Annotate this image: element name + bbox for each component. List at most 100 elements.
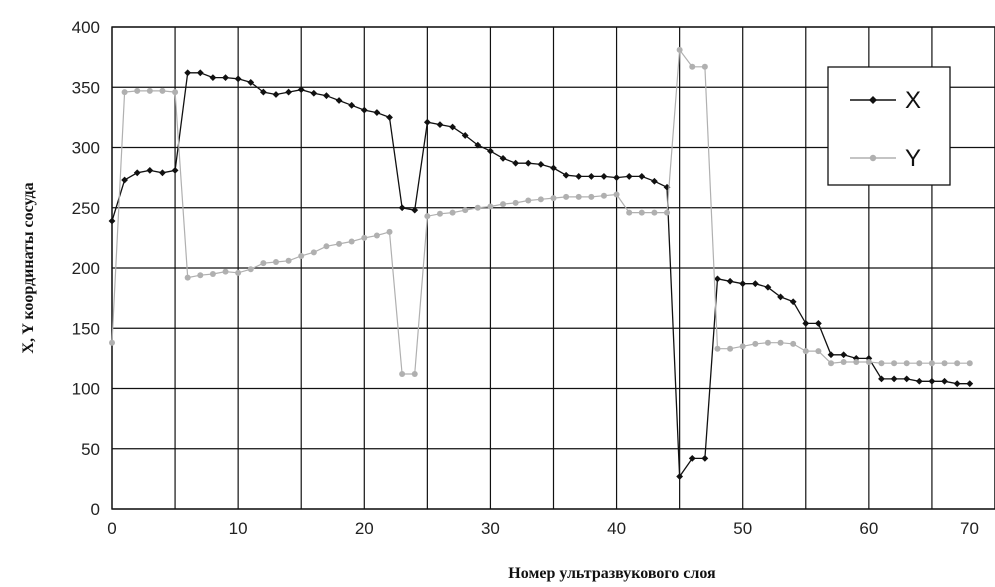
- x-tick-label: 20: [355, 519, 374, 538]
- point-x: [739, 280, 747, 288]
- point-x: [386, 113, 393, 121]
- point-y: [373, 232, 380, 239]
- point-y: [575, 193, 582, 200]
- point-y: [146, 87, 153, 94]
- point-x: [146, 166, 154, 174]
- point-x: [323, 92, 330, 100]
- point-x: [348, 101, 356, 109]
- point-x: [953, 380, 961, 388]
- point-x: [575, 173, 583, 180]
- point-x: [638, 173, 646, 180]
- point-x: [373, 109, 381, 116]
- point-y: [235, 269, 242, 276]
- point-x: [247, 79, 255, 86]
- point-y: [197, 272, 204, 279]
- x-tick-label: 0: [107, 519, 116, 538]
- point-y: [701, 63, 708, 70]
- point-y: [966, 360, 973, 367]
- point-y: [474, 204, 481, 211]
- point-x: [461, 132, 469, 139]
- point-x: [613, 174, 620, 182]
- point-x: [524, 159, 532, 167]
- y-tick-label: 300: [72, 139, 100, 158]
- point-y: [361, 234, 368, 241]
- point-y: [941, 360, 948, 367]
- point-y: [109, 339, 115, 346]
- point-y: [828, 360, 835, 367]
- point-y: [790, 340, 797, 347]
- point-y: [916, 360, 923, 367]
- y-tick-label: 0: [91, 500, 100, 519]
- point-x: [878, 375, 885, 383]
- point-y: [537, 196, 544, 203]
- point-x: [222, 74, 229, 82]
- legend-label-y: Y: [905, 145, 921, 172]
- point-x: [726, 277, 734, 285]
- point-y: [323, 243, 330, 250]
- point-x: [764, 283, 772, 291]
- point-y: [348, 238, 355, 245]
- point-x: [297, 86, 305, 94]
- point-y: [600, 192, 607, 199]
- point-x: [196, 69, 204, 77]
- point-y: [424, 213, 431, 220]
- point-x: [285, 88, 292, 96]
- x-tick-label: 70: [960, 519, 979, 538]
- point-y: [676, 46, 683, 53]
- point-x: [600, 173, 608, 180]
- point-y: [172, 89, 179, 96]
- point-y: [500, 201, 507, 208]
- point-y: [853, 358, 860, 365]
- x-tick-label: 30: [481, 519, 500, 538]
- point-y: [878, 360, 885, 367]
- point-x: [751, 280, 759, 288]
- point-y: [739, 343, 746, 350]
- point-x: [499, 154, 507, 162]
- point-y: [159, 87, 166, 94]
- legend-marker-x: [869, 96, 877, 104]
- point-y: [399, 371, 406, 378]
- point-x: [966, 380, 974, 388]
- x-tick-label: 60: [859, 519, 878, 538]
- point-y: [285, 257, 292, 264]
- point-y: [802, 348, 809, 355]
- point-x: [676, 473, 684, 480]
- point-x: [537, 160, 545, 168]
- point-y: [247, 266, 254, 273]
- point-x: [272, 91, 280, 98]
- point-y: [865, 358, 872, 365]
- point-y: [588, 193, 595, 200]
- point-y: [134, 87, 141, 94]
- point-x: [423, 118, 431, 126]
- point-y: [638, 209, 645, 216]
- point-y: [777, 339, 784, 346]
- series-y: [109, 46, 973, 378]
- plot-frame: [111, 26, 995, 510]
- point-y: [336, 240, 343, 247]
- point-y: [272, 258, 279, 265]
- point-x: [587, 173, 595, 180]
- point-y: [310, 249, 317, 256]
- point-x: [335, 97, 343, 104]
- point-y: [613, 191, 620, 198]
- point-y: [487, 203, 494, 210]
- point-y: [714, 345, 721, 352]
- y-tick-label: 50: [81, 440, 100, 459]
- x-tick-label: 50: [733, 519, 752, 538]
- point-x: [777, 293, 784, 301]
- point-y: [651, 209, 658, 216]
- point-y: [222, 268, 229, 275]
- legend-box: [827, 66, 951, 186]
- point-x: [512, 159, 520, 167]
- point-y: [689, 63, 696, 70]
- point-x: [184, 69, 192, 77]
- point-y: [298, 252, 305, 259]
- legend-label-x: X: [905, 87, 921, 114]
- point-x: [941, 377, 948, 385]
- point-y: [928, 360, 935, 367]
- point-x: [398, 204, 406, 212]
- series-x: [108, 69, 974, 480]
- point-y: [752, 340, 759, 347]
- point-x: [789, 298, 797, 306]
